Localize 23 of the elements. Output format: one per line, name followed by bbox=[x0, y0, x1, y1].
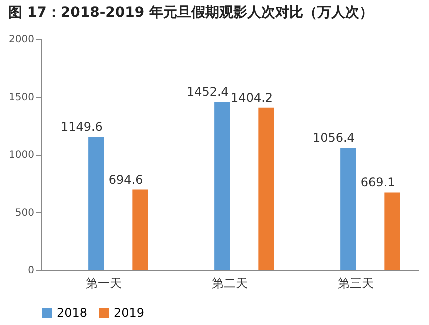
data-label: 1404.2 bbox=[231, 90, 274, 105]
data-label: 1452.4 bbox=[186, 85, 229, 100]
bar bbox=[214, 102, 230, 270]
bar bbox=[340, 148, 356, 270]
y-tick-label: 2000 bbox=[9, 34, 34, 46]
x-tick-label: 第二天 bbox=[212, 276, 248, 290]
x-tick-label: 第三天 bbox=[338, 276, 374, 290]
data-label: 1056.4 bbox=[312, 130, 355, 145]
y-tick-label: 1500 bbox=[9, 92, 34, 104]
x-tick-label: 第一天 bbox=[86, 276, 122, 290]
bar bbox=[88, 137, 104, 270]
data-label: 694.6 bbox=[108, 172, 144, 187]
y-tick-label: 0 bbox=[28, 266, 34, 276]
data-label: 1149.6 bbox=[60, 120, 103, 134]
bar bbox=[258, 108, 274, 270]
legend-label: 2019 bbox=[114, 306, 145, 320]
legend-label: 2018 bbox=[57, 306, 88, 320]
bar bbox=[384, 192, 400, 270]
bar bbox=[132, 190, 148, 270]
y-tick-label: 500 bbox=[15, 208, 34, 219]
data-label: 669.1 bbox=[360, 176, 396, 190]
chart-title: 图 17：2018-2019 年元旦假期观影人次对比（万人次） bbox=[8, 5, 374, 21]
y-tick-label: 1000 bbox=[9, 150, 34, 161]
